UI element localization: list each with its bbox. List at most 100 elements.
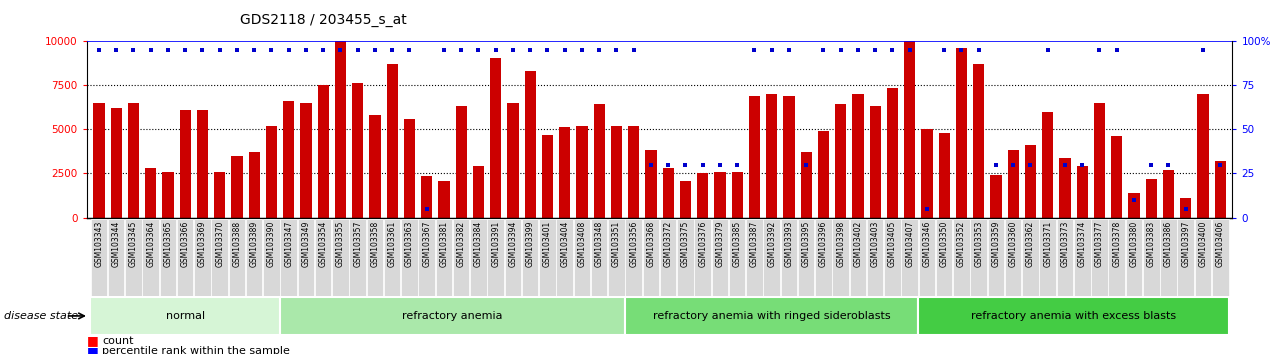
Bar <box>953 219 969 296</box>
Bar <box>918 219 935 296</box>
Bar <box>815 219 831 296</box>
Text: GSM103358: GSM103358 <box>370 221 379 267</box>
Text: GSM103369: GSM103369 <box>198 221 207 267</box>
Bar <box>591 219 608 296</box>
Point <box>1106 47 1126 52</box>
Bar <box>249 152 259 218</box>
Bar <box>1177 219 1194 296</box>
Bar <box>746 219 762 296</box>
Text: GSM103343: GSM103343 <box>94 221 103 267</box>
Text: GSM103363: GSM103363 <box>405 221 414 267</box>
Text: GSM103365: GSM103365 <box>163 221 172 267</box>
Point <box>262 47 282 52</box>
Bar <box>780 219 797 296</box>
Point <box>157 47 178 52</box>
Text: GSM103393: GSM103393 <box>784 221 793 267</box>
Bar <box>1145 179 1157 218</box>
Bar <box>280 297 624 335</box>
Point <box>416 206 437 212</box>
Bar <box>453 219 470 296</box>
Text: GSM103399: GSM103399 <box>526 221 535 267</box>
Point <box>365 47 386 52</box>
Bar <box>350 219 366 296</box>
Bar <box>91 219 107 296</box>
Point <box>607 47 627 52</box>
Text: refractory anemia: refractory anemia <box>402 311 503 321</box>
Point <box>123 47 143 52</box>
Bar <box>298 219 314 296</box>
Bar <box>1198 94 1208 218</box>
Bar <box>1195 219 1212 296</box>
Bar <box>642 219 659 296</box>
Bar <box>695 219 711 296</box>
Point <box>727 162 747 167</box>
Text: refractory anemia with excess blasts: refractory anemia with excess blasts <box>971 311 1176 321</box>
Point <box>641 162 661 167</box>
Bar <box>936 219 953 296</box>
Bar <box>470 219 487 296</box>
Text: GSM103398: GSM103398 <box>836 221 845 267</box>
Text: GSM103406: GSM103406 <box>1216 221 1225 267</box>
Bar <box>870 106 881 218</box>
Bar <box>1077 166 1088 218</box>
Bar <box>973 64 985 218</box>
Bar <box>1039 219 1056 296</box>
Bar <box>435 219 452 296</box>
Text: GSM103395: GSM103395 <box>802 221 811 267</box>
Point <box>347 47 368 52</box>
Bar <box>798 219 815 296</box>
Bar <box>764 219 780 296</box>
Text: GSM103367: GSM103367 <box>423 221 432 267</box>
Bar <box>197 110 208 218</box>
Point <box>986 162 1006 167</box>
Text: GDS2118 / 203455_s_at: GDS2118 / 203455_s_at <box>240 12 407 27</box>
Bar <box>1074 219 1091 296</box>
Bar <box>817 131 829 218</box>
Bar <box>594 104 605 218</box>
Point <box>520 47 540 52</box>
Text: GSM103356: GSM103356 <box>630 221 638 267</box>
Point <box>1176 206 1197 212</box>
Bar <box>1214 161 1226 218</box>
Text: refractory anemia with ringed sideroblasts: refractory anemia with ringed sideroblas… <box>653 311 890 321</box>
Text: GSM103364: GSM103364 <box>146 221 156 267</box>
Bar <box>801 152 812 218</box>
Bar <box>456 106 467 218</box>
Bar <box>266 126 277 218</box>
Text: GSM103368: GSM103368 <box>646 221 655 267</box>
Text: GSM103351: GSM103351 <box>612 221 621 267</box>
Bar <box>1212 219 1228 296</box>
Point <box>917 206 937 212</box>
Text: GSM103377: GSM103377 <box>1094 221 1105 267</box>
Point <box>968 47 988 52</box>
Bar <box>539 219 555 296</box>
Bar <box>867 219 884 296</box>
Text: GSM103378: GSM103378 <box>1112 221 1121 267</box>
Text: GSM103354: GSM103354 <box>319 221 328 267</box>
Text: GSM103385: GSM103385 <box>733 221 742 267</box>
Bar <box>1060 158 1070 218</box>
Text: GSM103382: GSM103382 <box>457 221 466 267</box>
Text: GSM103394: GSM103394 <box>508 221 517 267</box>
Point <box>1158 162 1179 167</box>
Bar <box>231 156 243 218</box>
Bar <box>886 88 898 218</box>
Bar <box>472 166 484 218</box>
Point <box>572 47 593 52</box>
Point <box>175 47 195 52</box>
Bar <box>711 219 728 296</box>
Bar <box>107 219 124 296</box>
Bar <box>1111 136 1122 218</box>
Text: GSM103389: GSM103389 <box>250 221 259 267</box>
Point <box>1002 162 1023 167</box>
Bar <box>918 297 1228 335</box>
Bar <box>697 173 709 218</box>
Point <box>1124 197 1144 203</box>
Point <box>1193 47 1213 52</box>
Bar <box>91 297 280 335</box>
Text: GSM103370: GSM103370 <box>215 221 225 267</box>
Point <box>676 162 696 167</box>
Bar <box>315 219 332 296</box>
Text: count: count <box>102 336 134 346</box>
Bar <box>1161 219 1177 296</box>
